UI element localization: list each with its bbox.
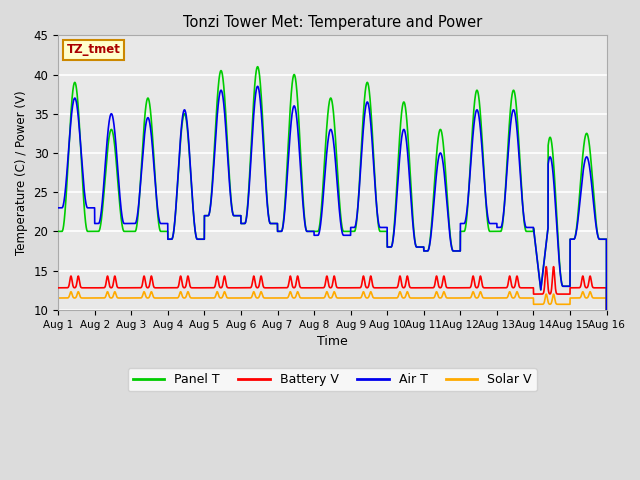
- Text: TZ_tmet: TZ_tmet: [67, 43, 120, 56]
- Legend: Panel T, Battery V, Air T, Solar V: Panel T, Battery V, Air T, Solar V: [128, 368, 537, 391]
- X-axis label: Time: Time: [317, 335, 348, 348]
- Title: Tonzi Tower Met: Temperature and Power: Tonzi Tower Met: Temperature and Power: [183, 15, 482, 30]
- Y-axis label: Temperature (C) / Power (V): Temperature (C) / Power (V): [15, 90, 28, 255]
